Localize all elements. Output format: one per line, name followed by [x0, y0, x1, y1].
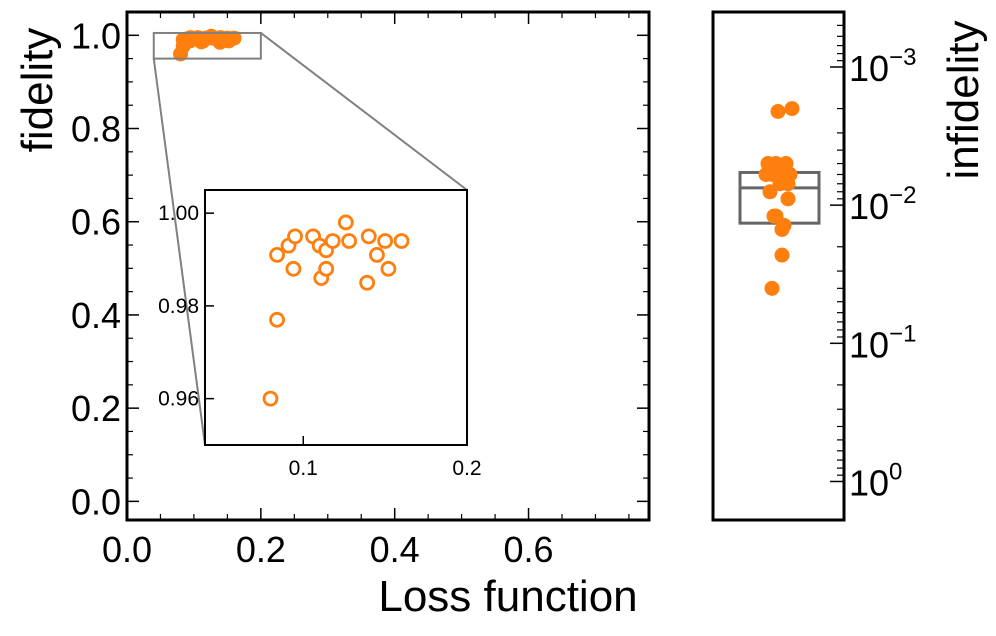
inset-data-point	[269, 311, 285, 328]
main-y-tick-label: 0.6	[71, 202, 121, 243]
main-y-tick-label: 0.0	[71, 481, 121, 522]
inset-data-point	[287, 228, 303, 245]
inset-plot-frame	[204, 189, 468, 446]
main-y-tick-label: 0.8	[71, 109, 121, 150]
tick-label-exponent: 0	[889, 458, 902, 485]
main-x-tick-label: 0.4	[370, 529, 420, 570]
inset-data-point	[369, 247, 385, 263]
tick-label-base: 10	[849, 48, 889, 89]
inset-background	[205, 190, 467, 445]
inset-data-point	[324, 233, 341, 249]
inset-y-tick-label: 1.00	[158, 202, 199, 225]
infidelity-data-point	[774, 247, 790, 263]
inset-data-point	[393, 233, 410, 249]
main-axis-ticks: 0.0 0.2 0.4 0.6 0.0 0.2 0.4 0.6 0.8 1.0	[71, 12, 649, 570]
zoom-connector-left	[152, 58, 206, 446]
zoom-region-box	[152, 31, 262, 60]
inset-y-tick-label: 0.96	[158, 388, 199, 411]
zoom-connector-right	[260, 32, 468, 191]
inset-y-tick-label: 0.98	[158, 295, 199, 318]
infidelity-data-point	[774, 221, 790, 237]
infidelity-data-point	[762, 184, 778, 200]
main-scatter-series	[173, 28, 242, 62]
tick-label-exponent: −1	[889, 320, 916, 347]
inset-data-point	[269, 247, 285, 263]
infidelity-data-point	[768, 208, 784, 224]
infidelity-data-point	[784, 101, 800, 117]
inset-data-point	[262, 390, 279, 407]
infidelity-tick-label: 10−1	[849, 320, 916, 365]
inset-data-point	[359, 274, 376, 291]
tick-label-exponent: −2	[889, 182, 916, 209]
main-x-tick-label: 0.0	[102, 529, 152, 570]
inset-x-tick-label: 0.2	[452, 457, 481, 480]
main-y-axis-label: fidelity	[13, 28, 62, 153]
zoom-connector-lines	[152, 31, 468, 446]
tick-label-base: 10	[849, 186, 889, 227]
infidelity-plot-frame	[711, 10, 846, 522]
main-plot-frame	[125, 10, 651, 522]
inset-data-point	[380, 260, 397, 277]
infidelity-data-point	[764, 280, 780, 296]
infidelity-data-point	[780, 191, 796, 207]
main-y-tick-label: 1.0	[71, 15, 121, 56]
main-data-point	[226, 30, 242, 46]
tick-label-base: 10	[849, 324, 889, 365]
infidelity-data-point	[770, 104, 786, 120]
infidelity-tick-label: 100	[849, 458, 902, 503]
main-x-tick-label: 0.2	[236, 529, 286, 570]
inset-axes: 0.1 0.2 0.96 0.98 1.00	[158, 189, 482, 480]
tick-label-base: 10	[849, 462, 889, 503]
infidelity-y-axis-label: infidelity	[939, 21, 988, 180]
inset-data-point	[341, 233, 358, 249]
infidelity-data-point	[772, 166, 788, 182]
infidelity-tick-label: 10−3	[849, 44, 916, 89]
tick-label-exponent: −3	[889, 44, 916, 71]
inset-data-point	[318, 260, 335, 277]
infidelity-scatter-series	[758, 101, 800, 296]
main-y-tick-label: 0.2	[71, 388, 121, 429]
inset-x-tick-label: 0.1	[289, 457, 318, 480]
main-x-tick-label: 0.6	[504, 529, 554, 570]
inset-data-point	[377, 233, 394, 249]
inset-data-point	[360, 228, 377, 245]
infidelity-tick-label: 10−2	[849, 182, 916, 227]
main-y-tick-label: 0.4	[71, 295, 121, 336]
inset-data-point	[285, 260, 302, 277]
inset-data-point	[337, 214, 354, 231]
main-x-axis-label: Loss function	[378, 572, 637, 621]
